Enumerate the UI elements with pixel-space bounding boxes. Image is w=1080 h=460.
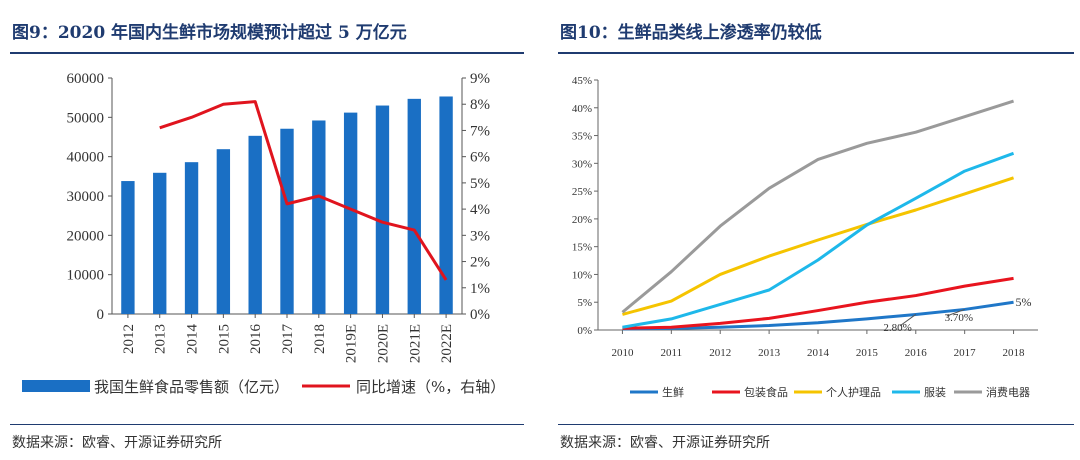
x-tick-label: 2018	[312, 324, 328, 354]
left-tick-label: 40000	[67, 150, 105, 166]
figure-9-title-rule	[10, 52, 524, 54]
legend-line-label: 同比增速（%，右轴）	[356, 378, 505, 396]
series-line-生鲜	[622, 300, 1014, 331]
x-tick-label: 2015	[216, 324, 232, 354]
bar-2012	[121, 181, 135, 314]
left-tick-label: 0	[97, 307, 105, 323]
x-tick-label: 2016	[905, 347, 928, 359]
legend-label-生鲜: 生鲜	[662, 385, 684, 399]
x-tick-label: 2012	[709, 347, 731, 359]
x-tick-label: 2014	[807, 347, 830, 359]
x-tick-label: 2018	[1003, 347, 1026, 359]
left-tick-label: 20000	[67, 228, 105, 244]
y-tick-label: 30%	[572, 158, 592, 170]
y-tick-label: 5%	[577, 297, 592, 309]
legend-label-个人护理品: 个人护理品	[826, 385, 881, 399]
left-tick-label: 50000	[67, 110, 105, 126]
legend-label-包装食品: 包装食品	[744, 385, 788, 399]
x-tick-label: 2022E	[439, 324, 455, 363]
bar-line-chart: 0 10000 20000 30000 40000 50000 60000 0% 1% 2% 3% 4…	[22, 71, 505, 396]
figure-9-panel: 图9：2020 年国内生鲜市场规模预计超过 5 万亿元 0 10000 20000 3…	[0, 0, 530, 460]
legend-bar-label: 我国生鲜食品零售额（亿元）	[94, 378, 289, 396]
figure-9-source: 数据来源：欧睿、开源证券研究所	[12, 435, 222, 451]
figure-10-source: 数据来源：欧睿、开源证券研究所	[560, 435, 770, 451]
x-tick-label: 2010	[611, 347, 634, 359]
series-line-包装食品	[622, 276, 1014, 330]
figure-9-title: 图9：2020 年国内生鲜市场规模预计超过 5 万亿元	[12, 23, 407, 43]
annotation-2017: 3.70%	[945, 312, 973, 324]
right-tick-label: 3%	[470, 228, 490, 244]
x-tick-label: 2017	[954, 347, 977, 359]
x-tick-label: 2011	[661, 347, 683, 359]
left-tick-label: 10000	[67, 268, 105, 284]
right-tick-label: 8%	[470, 97, 490, 113]
right-tick-label: 7%	[470, 123, 490, 139]
legend: 我国生鲜食品零售额（亿元） 同比增速（%，右轴）	[22, 378, 505, 396]
x-tick-label: 2016	[248, 324, 264, 355]
annotation-2018: 5%	[1016, 295, 1032, 309]
legend-label-服装: 服装	[924, 386, 946, 399]
right-tick-label: 9%	[470, 71, 490, 87]
figure-10-bottom-rule	[558, 424, 1074, 425]
left-tick-label: 60000	[67, 71, 105, 87]
series-line-个人护理品	[622, 176, 1015, 316]
x-tick-label: 2013	[153, 324, 169, 354]
bar-2020E	[375, 105, 390, 315]
annotation-2016: 2.80%	[883, 322, 911, 334]
legend: 生鲜 包装食品 个人护理品 服装 消费电器	[630, 385, 1030, 399]
x-tick-label: 2015	[856, 347, 879, 359]
bar-2017	[280, 128, 294, 314]
y-tick-label: 35%	[572, 131, 592, 143]
annotation-leader-2017	[946, 308, 965, 317]
x-tick-label: 2014	[185, 324, 201, 355]
right-tick-label: 4%	[470, 202, 490, 218]
x-tick-label: 2021E	[407, 324, 423, 363]
y-tick-label: 15%	[572, 242, 592, 254]
bar-2018	[312, 120, 326, 314]
figure-10-title-rule	[558, 52, 1074, 54]
y-tick-label: 45%	[572, 75, 592, 87]
bar-2021E	[407, 98, 421, 314]
annotation-leader-2016	[899, 314, 917, 327]
series-line-服装	[622, 151, 1015, 329]
x-tick-label: 2020E	[375, 324, 391, 363]
right-tick-label: 2%	[470, 255, 490, 271]
right-tick-label: 6%	[470, 150, 490, 166]
left-tick-label: 30000	[67, 189, 105, 205]
figure-10-panel: 图10：生鲜品类线上渗透率仍较低 0% 5% 10% 15% 20% 25% 30% 35% 4…	[548, 0, 1080, 460]
x-tick-label: 2017	[280, 324, 296, 355]
y-tick-label: 0%	[577, 325, 592, 337]
y-tick-label: 25%	[572, 186, 592, 198]
y-tick-label: 10%	[572, 269, 592, 281]
x-tick-label: 2019E	[344, 324, 360, 363]
bar-2014	[184, 162, 199, 314]
growth-line	[159, 100, 448, 281]
x-tick-label: 2012	[121, 324, 137, 354]
bar-2013	[153, 172, 167, 314]
series-line-消费电器	[621, 99, 1015, 314]
right-tick-label: 5%	[470, 176, 490, 192]
bar-2015	[216, 149, 231, 314]
x-tick-label: 2013	[758, 347, 781, 359]
figure-9-bottom-rule	[10, 424, 524, 425]
bar-2016	[248, 135, 262, 314]
bar-2022E	[439, 96, 453, 314]
legend-bar-swatch	[22, 380, 90, 392]
bar-2019E	[343, 112, 358, 314]
y-tick-label: 20%	[572, 214, 592, 226]
figure-10-title: 图10：生鲜品类线上渗透率仍较低	[560, 23, 822, 43]
right-tick-label: 0%	[470, 307, 490, 323]
penetration-line-chart: 0% 5% 10% 15% 20% 25% 30% 35% 40% 45% 2010 2011 2012…	[572, 75, 1038, 399]
right-tick-label: 1%	[470, 281, 490, 297]
y-tick-label: 40%	[572, 103, 592, 115]
legend-label-消费电器: 消费电器	[986, 385, 1030, 399]
